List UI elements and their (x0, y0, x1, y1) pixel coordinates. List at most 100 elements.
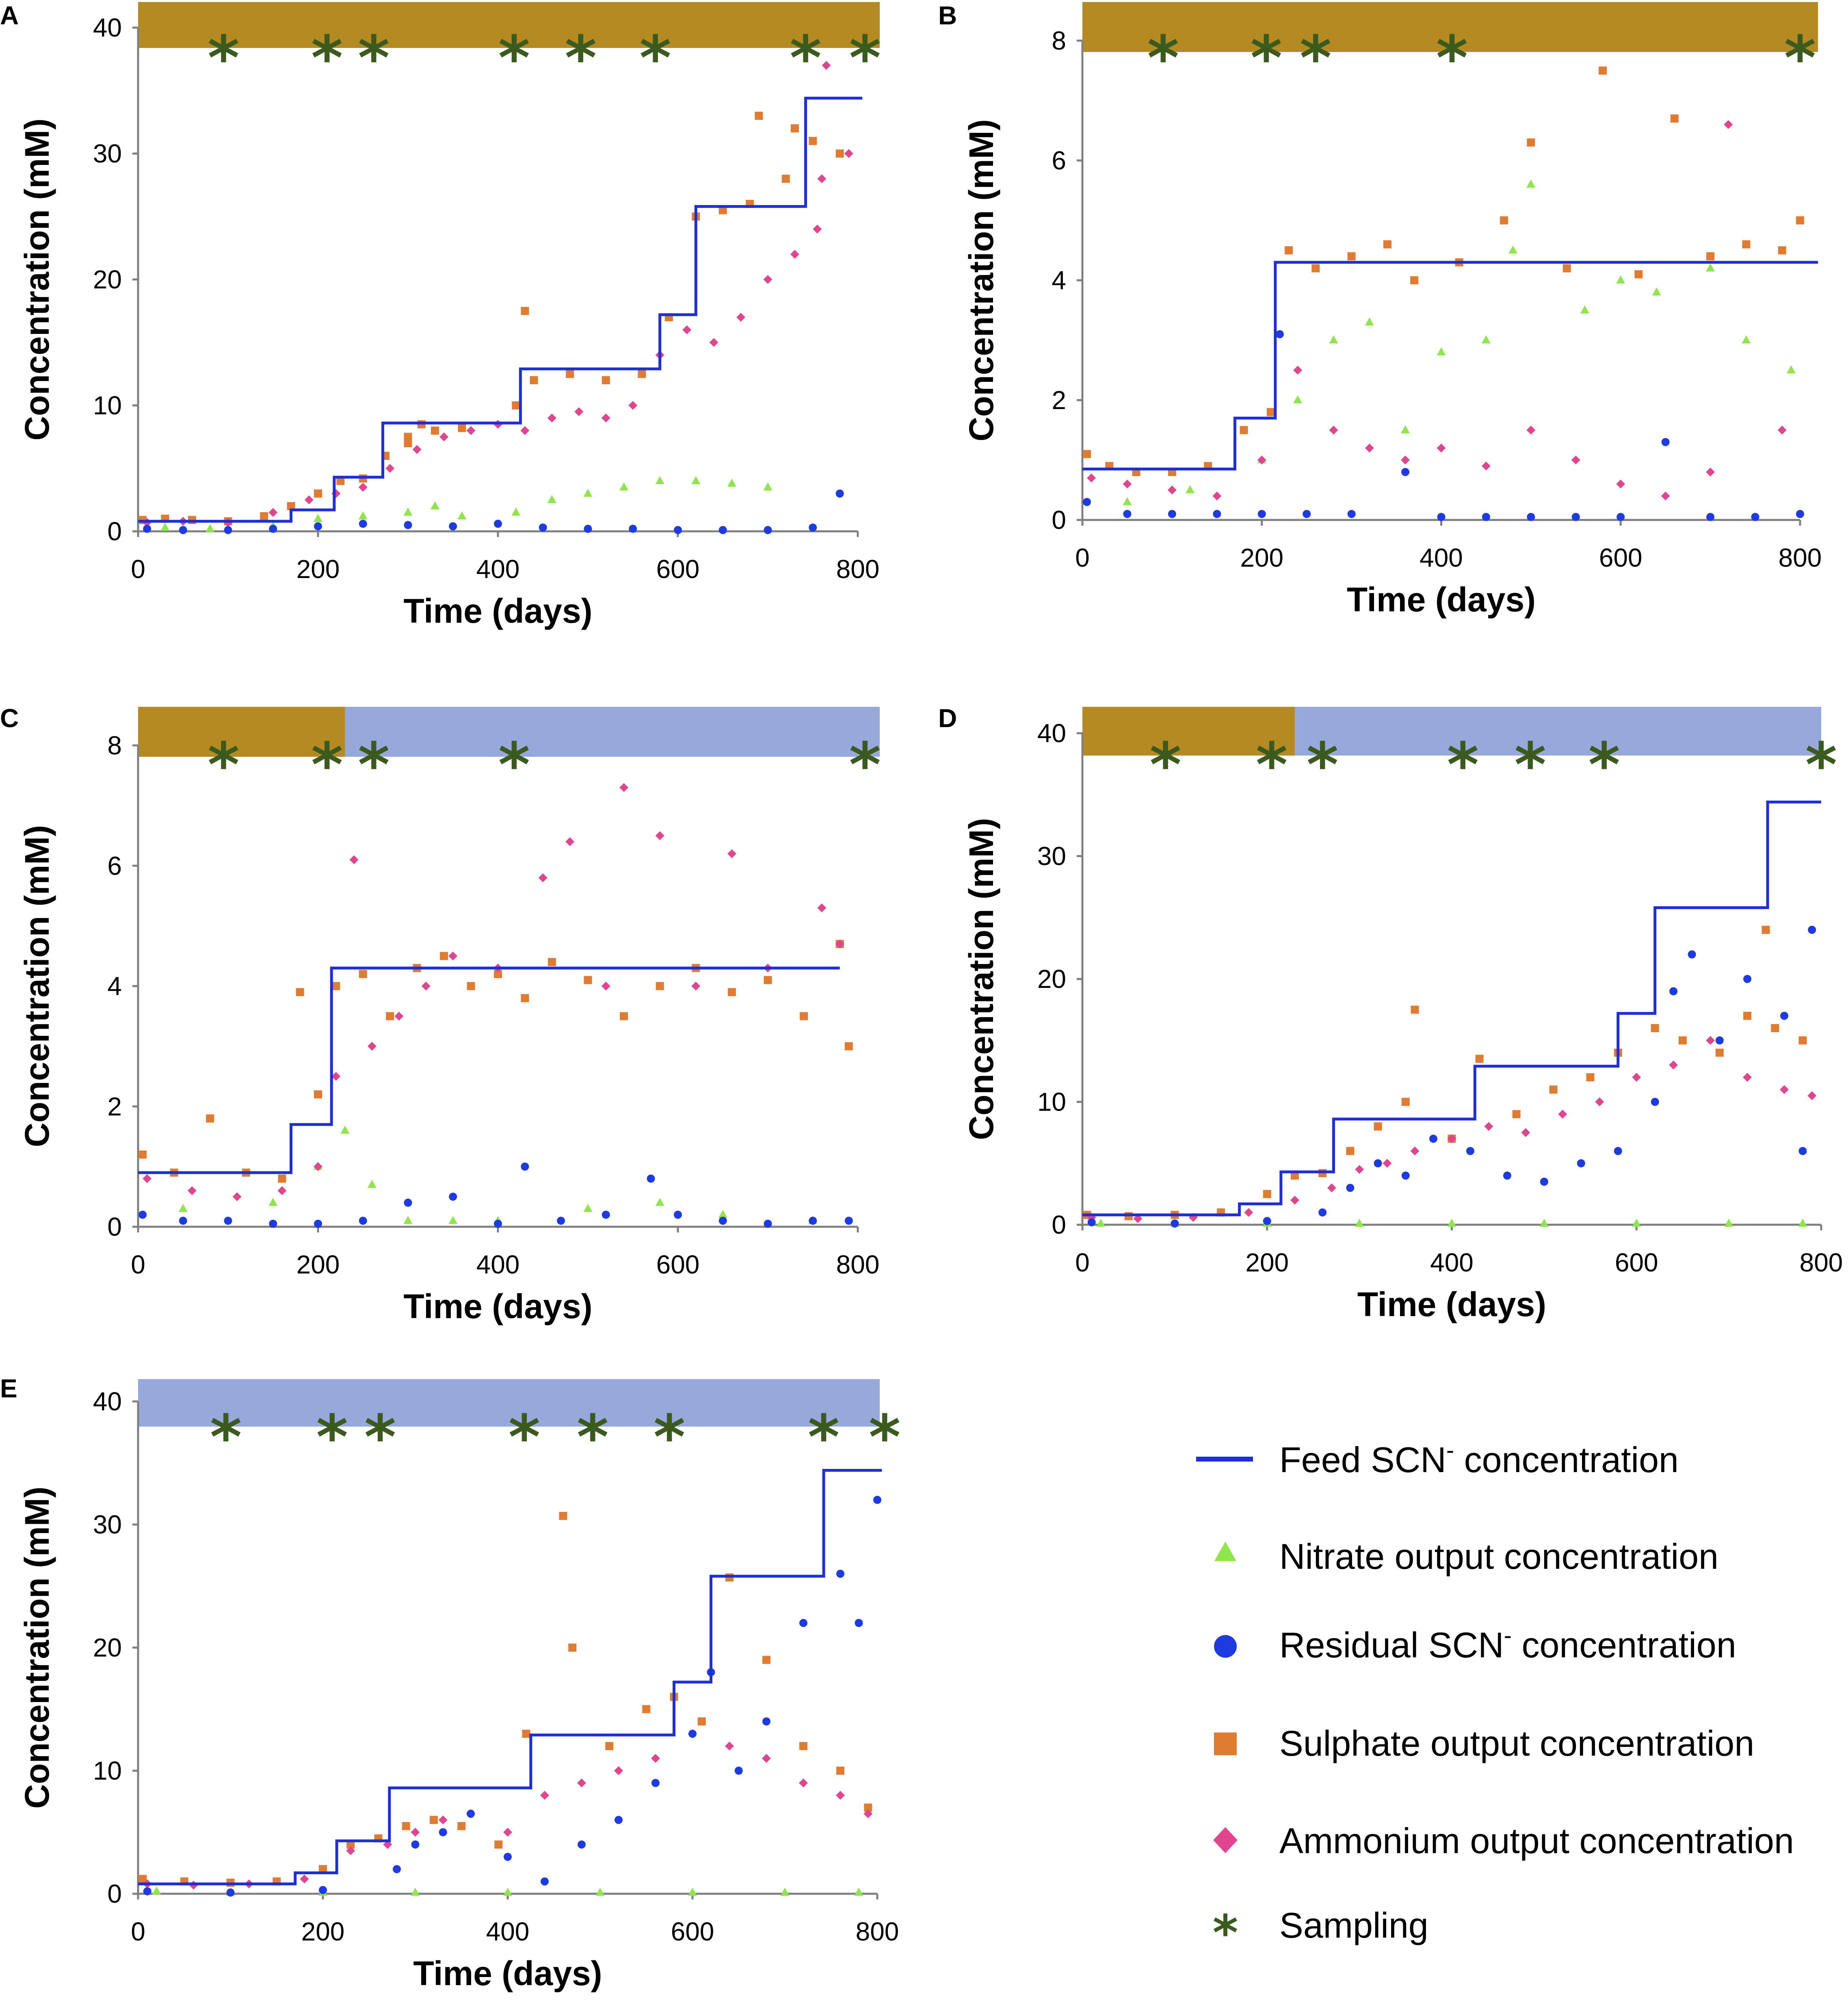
residual-scn-point (1168, 510, 1176, 518)
residual-scn-point (179, 1217, 187, 1225)
y-tick-label: 8 (1052, 26, 1066, 55)
nitrate-point (152, 1886, 161, 1895)
residual-scn-point (764, 1219, 772, 1228)
sulphate-point (799, 1742, 807, 1750)
sulphate-point (1670, 114, 1679, 123)
y-tick-label: 20 (1037, 964, 1066, 994)
sulphate-point (1512, 1110, 1521, 1118)
residual-scn-point (1503, 1172, 1511, 1180)
legend-ammonium-label: Ammonium output concentration (1279, 1821, 1794, 1861)
nitrate-point (1186, 485, 1195, 494)
ammonium-point (1329, 425, 1338, 435)
sulphate-point (402, 1822, 410, 1830)
sulphate-point (1527, 138, 1535, 147)
residual-scn-point (1374, 1159, 1382, 1167)
x-tick-label: 0 (131, 1250, 145, 1279)
sulphate-point (1634, 270, 1643, 279)
ammonium-point (1212, 492, 1222, 500)
residual-scn-point (314, 1219, 322, 1228)
residual-scn-point (809, 523, 817, 532)
y-tick-label: 0 (107, 1879, 122, 1908)
y-tick-label: 0 (1052, 1210, 1066, 1239)
sulphate-point (1266, 408, 1275, 416)
x-tick-label: 800 (856, 1917, 899, 1946)
ammonium-point (438, 1815, 448, 1825)
y-tick-label: 2 (1052, 385, 1066, 415)
sampling-star: * (1147, 23, 1179, 94)
ammonium-point (1807, 1091, 1817, 1100)
x-tick-label: 200 (1240, 543, 1283, 572)
sulphate-point (296, 988, 304, 996)
nitrate-point (411, 1887, 420, 1896)
y-tick-label: 4 (1052, 266, 1066, 295)
y-tick-label: 40 (1037, 719, 1066, 748)
ammonium-point (1484, 1122, 1493, 1131)
sampling-star: * (364, 1402, 396, 1473)
x-axis-title: Time (days) (413, 1954, 602, 1992)
residual-scn-point (647, 1174, 655, 1183)
sampling-star: * (565, 23, 597, 94)
ammonium-point (1595, 1097, 1604, 1107)
nitrate-point (448, 1216, 458, 1224)
sulphate-point (1706, 252, 1715, 260)
feed-scn-line (1082, 800, 1821, 1217)
residual-scn-point (1171, 1219, 1179, 1228)
ammonium-point (1661, 492, 1670, 500)
y-tick-label: 30 (93, 139, 122, 168)
sulphate-point (559, 1512, 567, 1520)
ammonium-point (1290, 1195, 1299, 1205)
sulphate-point (494, 1840, 503, 1849)
sulphate-point (656, 982, 664, 990)
sulphate-point (1311, 264, 1320, 273)
sulphate-point (494, 970, 502, 978)
sulphate-point (386, 1012, 394, 1020)
sulphate-point (1599, 66, 1607, 75)
nitrate-point (1616, 275, 1625, 284)
residual-scn-point (179, 526, 187, 534)
sulphate-point (568, 1644, 577, 1652)
panel-letter: D (938, 704, 957, 733)
residual-scn-point (1437, 513, 1446, 521)
sulphate-point (1771, 1024, 1779, 1032)
residual-scn-point (224, 526, 232, 534)
sulphate-point (138, 1150, 147, 1159)
ammonium-point (232, 1192, 242, 1201)
sulphate-point (314, 1090, 322, 1099)
y-tick-label: 10 (93, 1756, 122, 1785)
ammonium-point (1087, 473, 1096, 483)
residual-scn-point (1688, 950, 1696, 959)
sulphate-point (1240, 426, 1248, 434)
sulphate-point (1410, 276, 1419, 284)
sulphate-point (440, 952, 448, 960)
sulphate-point (697, 1717, 706, 1726)
feed-scn-line (138, 966, 840, 1174)
residual-scn-point (1347, 510, 1356, 518)
residual-scn-point (1616, 513, 1625, 521)
residual-scn-point (143, 1887, 151, 1895)
sulphate-point (800, 1012, 808, 1020)
sulphate-point (530, 376, 538, 384)
residual-scn-point (1669, 987, 1678, 996)
x-tick-label: 200 (296, 554, 340, 584)
ammonium-point (844, 149, 853, 158)
nitrate-point (511, 507, 521, 516)
sulphate-point (844, 1042, 853, 1050)
residual-scn-point (1540, 1178, 1548, 1186)
ammonium-point (1526, 425, 1536, 435)
ammonium-point (520, 426, 530, 435)
ammonium-point (725, 1741, 734, 1751)
ammonium-point (503, 1828, 512, 1837)
legend-nitrate-label: Nitrate output concentration (1279, 1536, 1718, 1577)
residual-scn-point (1429, 1135, 1438, 1143)
residual-scn-point (836, 1570, 844, 1578)
sulphate-point (278, 1174, 286, 1183)
panel-letter: E (0, 1374, 17, 1403)
nitrate-point (1539, 1218, 1549, 1227)
residual-scn-point (764, 526, 772, 534)
sulphate-point (620, 1012, 628, 1020)
sampling-star: * (208, 23, 239, 94)
ammonium-point (448, 951, 458, 961)
treatment-bar-blue (1294, 707, 1821, 756)
